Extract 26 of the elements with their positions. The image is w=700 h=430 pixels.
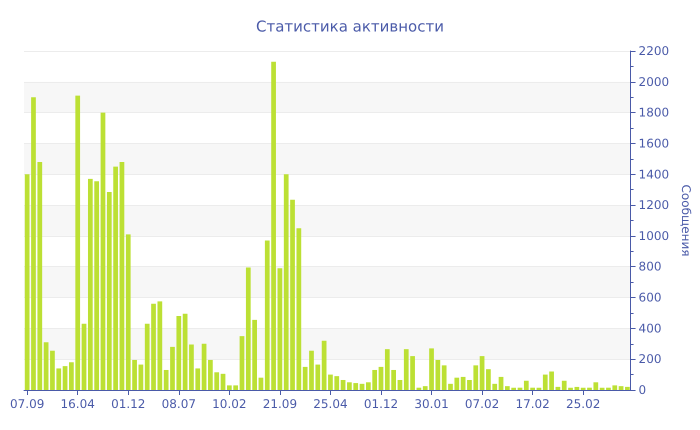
x-tick-label: 07.02 bbox=[464, 397, 500, 411]
x-tick-label: 08.07 bbox=[162, 397, 196, 411]
x-tick-label: 01.12 bbox=[364, 397, 398, 411]
x-tick-label: 25.04 bbox=[313, 397, 348, 411]
x-tick-label: 01.12 bbox=[111, 397, 146, 411]
x-tick-label: 16.04 bbox=[60, 397, 95, 411]
y-axis-title: Сообщения bbox=[679, 184, 693, 257]
x-tick-label: 30.01 bbox=[414, 397, 449, 411]
x-tick-label: 07.09 bbox=[10, 397, 44, 411]
y-tick-label: 1600 bbox=[638, 136, 670, 150]
y-tick-label: 200 bbox=[638, 352, 662, 366]
y-tick-label: 400 bbox=[638, 321, 662, 336]
y-tick-label: 600 bbox=[638, 290, 662, 305]
y-tick-label: 1800 bbox=[638, 106, 670, 120]
chart-title: Статистика активности bbox=[256, 18, 444, 36]
y-tick-label: 2000 bbox=[638, 74, 670, 89]
y-tick-label: 1400 bbox=[638, 167, 670, 182]
y-tick-label: 2200 bbox=[638, 44, 670, 58]
y-tick-label: 1200 bbox=[638, 198, 670, 212]
y-tick-label: 800 bbox=[638, 260, 662, 274]
x-tick-label: 10.02 bbox=[212, 397, 247, 411]
x-tick-label: 25.02 bbox=[566, 397, 600, 411]
x-tick-label: 21.09 bbox=[262, 397, 298, 411]
y-tick-label: 0 bbox=[638, 383, 646, 397]
x-tick-label: 17.02 bbox=[515, 397, 550, 411]
y-tick-label: 1000 bbox=[638, 228, 670, 243]
